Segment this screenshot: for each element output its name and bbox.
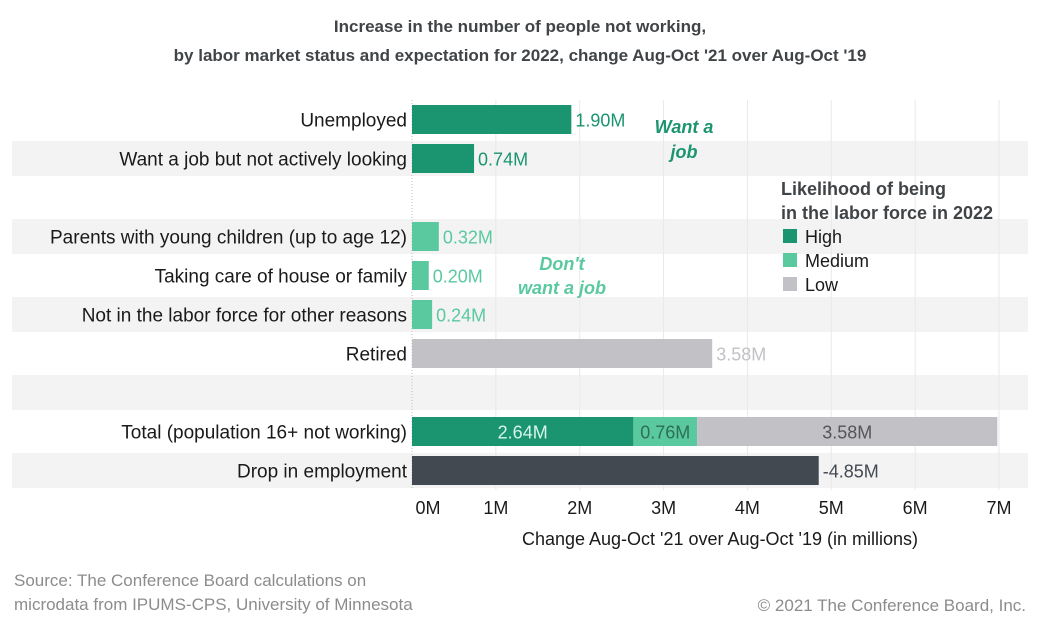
bar-segment-drop <box>412 456 819 485</box>
category-label: Parents with young children (up to age 1… <box>50 228 407 249</box>
category-label: Drop in employment <box>237 462 408 483</box>
category-label: Unemployed <box>300 111 407 132</box>
row-band <box>12 219 1028 254</box>
row-band <box>12 375 1028 410</box>
x-tick-label: 0M <box>415 498 440 518</box>
category-label: Taking care of house or family <box>155 267 408 288</box>
row-band <box>12 297 1028 332</box>
legend-title-line-1: Likelihood of being <box>781 179 946 199</box>
category-label: Want a job but not actively looking <box>119 150 407 171</box>
bar-segment-medium <box>412 261 429 290</box>
legend: Likelihood of being in the labor force i… <box>781 179 993 295</box>
bar-segment-medium <box>633 417 698 446</box>
x-tick-label: 4M <box>735 498 760 518</box>
chart-title-line-1: Increase in the number of people not wor… <box>334 17 706 36</box>
value-label: 1.90M <box>575 111 625 131</box>
value-label: 0.76M <box>640 423 690 443</box>
value-label: -4.85M <box>823 462 879 482</box>
value-label: 0.20M <box>433 267 483 287</box>
legend-swatch-low <box>783 277 797 291</box>
bar-segment-medium <box>412 300 433 329</box>
legend-swatch-high <box>783 229 797 243</box>
legend-title-line-2: in the labor force in 2022 <box>781 203 993 223</box>
x-tick-label: 7M <box>987 498 1012 518</box>
category-label: Not in the labor force for other reasons <box>82 306 407 327</box>
row-band <box>12 141 1028 176</box>
annotation-want-a-job-line-1: Want a <box>655 117 714 137</box>
source-line-1: Source: The Conference Board calculation… <box>14 571 366 590</box>
category-label: Retired <box>346 345 407 366</box>
gridlines <box>495 100 1000 490</box>
annotation-dont-want-a-job-line-1: Don't <box>539 254 585 274</box>
x-tick-labels: 0M 1M 2M 3M 4M 5M 6M 7M <box>415 498 1011 518</box>
value-label: 3.58M <box>716 345 766 365</box>
x-axis-label: Change Aug-Oct '21 over Aug-Oct '19 (in … <box>522 529 918 549</box>
x-tick-label: 5M <box>819 498 844 518</box>
x-tick-label: 2M <box>567 498 592 518</box>
value-label: 0.74M <box>478 150 528 170</box>
legend-label-low: Low <box>805 275 839 295</box>
legend-label-high: High <box>805 227 842 247</box>
category-label: Total (population 16+ not working) <box>121 423 407 444</box>
x-tick-label: 6M <box>903 498 928 518</box>
annotation-dont-want-a-job-line-2: want a job <box>518 278 606 298</box>
legend-label-medium: Medium <box>805 251 869 271</box>
bar-segment-high <box>412 417 634 446</box>
x-tick-label: 3M <box>651 498 676 518</box>
category-labels: Unemployed Want a job but not actively lo… <box>50 111 408 483</box>
x-tick-label: 1M <box>483 498 508 518</box>
value-label: 0.24M <box>436 306 486 326</box>
annotation-dont-want-a-job: Don't want a job <box>518 254 606 298</box>
annotation-want-a-job-line-2: job <box>669 142 698 162</box>
bar-segment-high <box>412 144 475 173</box>
annotation-want-a-job: Want a job <box>655 117 714 162</box>
bar-segment-low <box>697 417 998 446</box>
bar-segment-medium <box>412 222 439 251</box>
bar-segment-high <box>412 105 572 134</box>
value-label: 0.32M <box>443 228 493 248</box>
chart-title-line-2: by labor market status and expectation f… <box>174 46 867 65</box>
value-label: 2.64M <box>498 423 548 443</box>
value-label: 3.58M <box>822 423 872 443</box>
copyright: © 2021 The Conference Board, Inc. <box>758 596 1026 615</box>
source-line-2: microdata from IPUMS-CPS, University of … <box>14 595 413 614</box>
bar-segment-low <box>412 339 713 368</box>
legend-swatch-medium <box>783 253 797 267</box>
bars: 1.90M 0.74M 0.32M 0.20M 0.24M 3.58M 2.64M 0.76M… <box>412 105 998 485</box>
